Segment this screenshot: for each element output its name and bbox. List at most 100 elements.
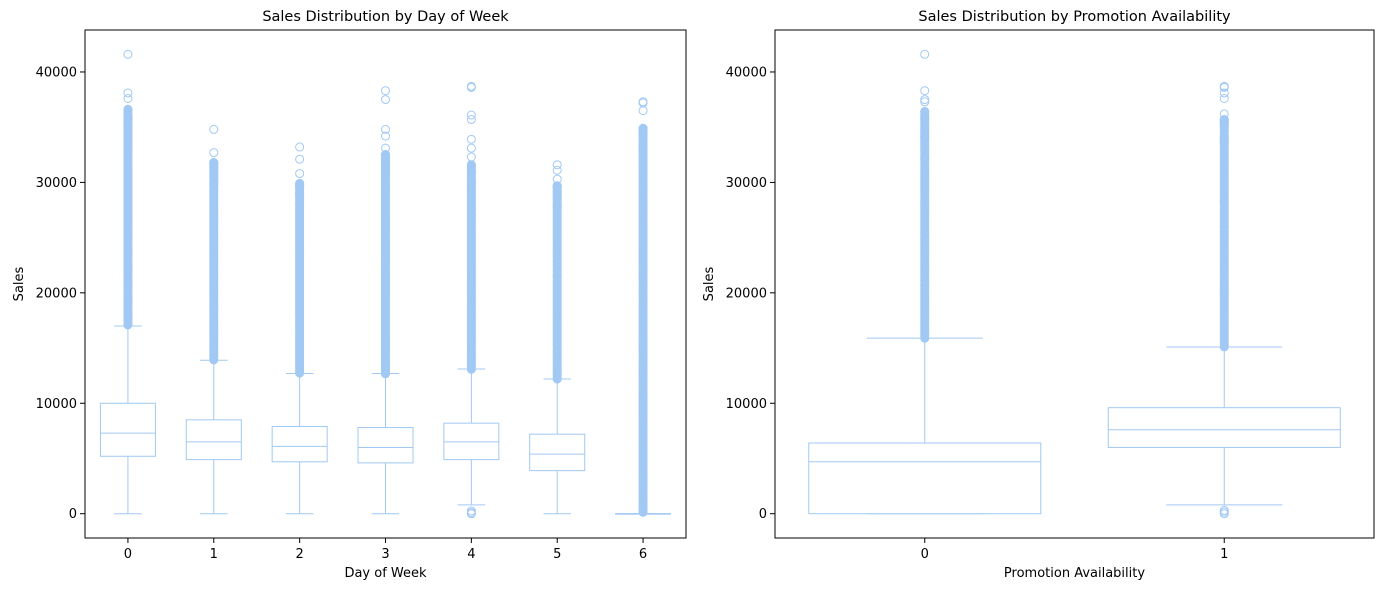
outlier-point [381,165,390,175]
outlier-point [1219,117,1229,127]
box-3 [357,86,414,515]
y-tick-label: 10000 [36,397,77,412]
outlier-point [920,95,930,105]
outlier-point [1219,81,1229,91]
outlier-point [381,167,390,177]
outlier-point [381,124,390,134]
box-5 [529,160,586,515]
box-iqr [1107,407,1341,448]
x-tick-label: 2 [296,547,304,562]
box-group [99,49,672,519]
outlier-point [638,97,648,107]
outlier-point [920,129,930,139]
y-tick-label: 0 [759,507,767,522]
outlier-points [638,97,648,517]
outlier-point [552,165,562,175]
outlier-points [123,49,133,330]
y-tick-label: 40000 [726,65,767,80]
y-axis-label: Sales [702,266,717,301]
y-axis-ticks: 0 10000 20000 30000 40000 [36,65,85,522]
outlier-point [638,151,648,161]
outlier-points [920,49,930,343]
y-axis-ticks: 0 10000 20000 30000 40000 [726,65,775,522]
x-axis-label: Promotion Availability [1004,566,1145,581]
outlier-point [123,114,133,124]
box-iqr [99,402,156,457]
outlier-point [209,162,219,172]
y-tick-label: 20000 [36,286,77,301]
chart-title: Sales Distribution by Day of Week [262,9,509,25]
box-iqr [185,419,242,461]
outlier-point [381,150,390,160]
outlier-point [466,506,476,516]
outlier-points [209,124,219,365]
outlier-point [209,158,219,168]
x-axis-label: Day of Week [344,566,427,581]
outlier-point [295,142,305,152]
outlier-points [295,142,305,378]
outlier-point [295,179,305,189]
outlier-point [1219,133,1229,143]
outlier-point [920,49,930,59]
outlier-point [638,168,648,178]
outlier-point [209,172,219,182]
box-1 [1107,81,1341,519]
chart-title: Sales Distribution by Promotion Availabi… [918,9,1231,25]
outlier-point [209,169,219,179]
outlier-point [466,143,476,153]
outlier-point [381,95,390,105]
outlier-point [1219,114,1229,124]
outlier-point [638,147,648,157]
outlier-point [920,132,930,142]
outlier-point [920,97,930,107]
outlier-point [920,112,930,122]
chart-panel-day-of-week: 0 10000 20000 30000 40000 0 1 2 3 4 5 6 Sales Dist… [12,9,687,581]
y-tick-label: 10000 [726,397,767,412]
box-iqr [808,442,1042,515]
outlier-point [638,126,648,136]
outlier-point [295,190,305,200]
y-tick-label: 30000 [726,176,767,191]
box-4 [443,81,500,519]
outlier-point [920,107,930,117]
box-1 [185,124,242,515]
outlier-point [123,93,133,103]
x-axis-ticks: 0 1 2 3 4 5 6 [124,538,647,562]
outlier-point [381,161,390,171]
outlier-point [381,86,390,96]
outlier-point [466,169,476,179]
outlier-point [552,192,562,202]
outlier-point [638,106,648,116]
outlier-point [466,81,476,91]
y-tick-label: 40000 [36,65,77,80]
y-tick-label: 0 [69,507,77,522]
box-iqr [357,427,414,464]
outlier-point [123,105,133,115]
outlier-point [1219,505,1229,515]
outlier-point [552,174,562,184]
outlier-point [466,152,476,162]
outlier-point [552,160,562,170]
outlier-point [552,201,562,211]
outlier-points [381,86,390,379]
outlier-point [466,167,476,177]
outlier-point [123,49,133,59]
outlier-points [466,81,476,519]
outlier-point [1219,88,1229,98]
outlier-point [123,88,133,98]
x-tick-label: 1 [210,547,218,562]
outlier-point [552,181,562,191]
box-2 [271,142,328,515]
outlier-point [295,199,305,209]
y-axis-label: Sales [12,266,27,301]
outlier-point [381,143,390,153]
outlier-point [466,110,476,120]
box-0 [99,49,156,515]
outlier-point [638,136,648,146]
outlier-point [209,148,219,158]
outlier-point [466,178,476,188]
x-tick-label: 1 [1220,547,1228,562]
